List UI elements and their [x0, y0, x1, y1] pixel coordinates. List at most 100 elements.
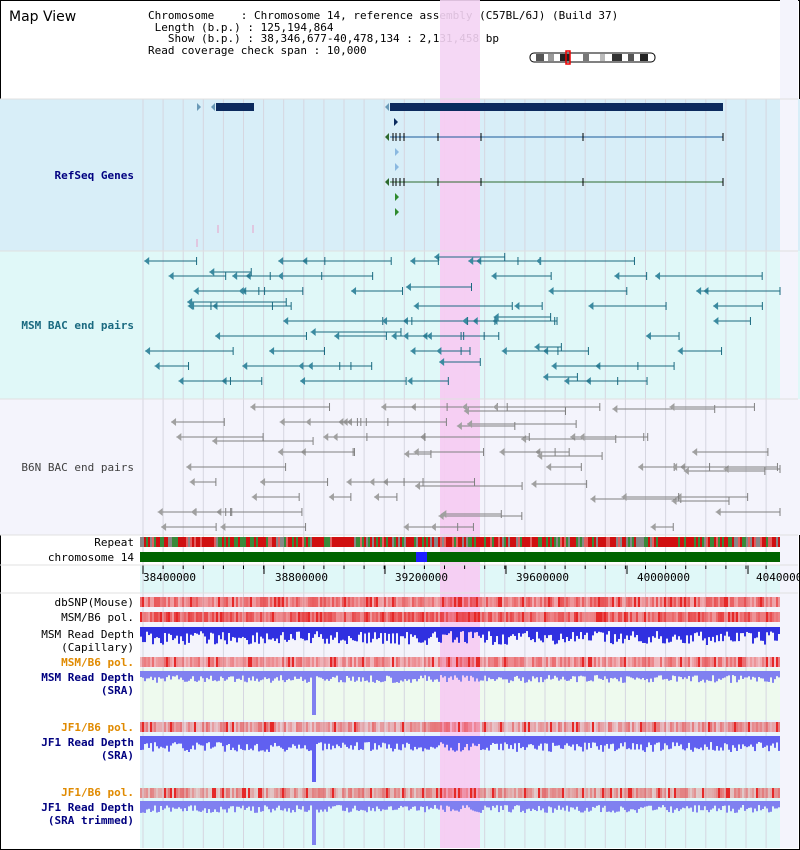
- polymorphism-cell: [300, 612, 302, 622]
- read-depth-bar: [724, 627, 726, 636]
- track-label-jf1-read-depth-trimmed[interactable]: JF1 Read Depth (SRA trimmed): [41, 801, 134, 827]
- read-depth-bar: [386, 801, 388, 810]
- polymorphism-cell: [408, 597, 410, 607]
- polymorphism-cell: [600, 722, 602, 732]
- read-depth-bar: [308, 801, 310, 811]
- read-depth-bar: [538, 736, 540, 746]
- repeat-segment: [410, 537, 412, 547]
- polymorphism-cell: [748, 657, 750, 667]
- polymorphism-cell: [472, 597, 474, 607]
- polymorphism-cell: [270, 657, 272, 667]
- read-depth-bar: [674, 736, 676, 747]
- right-margin: [780, 0, 798, 848]
- read-depth-bar: [496, 627, 498, 637]
- repeat-segment: [660, 537, 662, 547]
- polymorphism-cell: [528, 612, 530, 622]
- read-depth-bar: [364, 627, 366, 634]
- read-depth-bar: [568, 627, 570, 641]
- read-depth-bar: [176, 801, 178, 809]
- polymorphism-cell: [342, 657, 344, 667]
- read-depth-bar: [564, 801, 566, 811]
- polymorphism-cell: [378, 657, 380, 667]
- read-depth-bar: [190, 627, 192, 635]
- track-label-jf1-b6-pol[interactable]: JF1/B6 pol.: [61, 721, 134, 734]
- polymorphism-cell: [488, 612, 490, 622]
- track-label-jf1-read-depth-sra[interactable]: JF1 Read Depth (SRA): [41, 736, 134, 762]
- polymorphism-cell: [186, 612, 188, 622]
- track-label-msm-bac[interactable]: MSM BAC end pairs: [21, 319, 134, 332]
- polymorphism-cell: [258, 597, 260, 607]
- read-depth-bar: [752, 736, 754, 747]
- polymorphism-cell: [518, 657, 520, 667]
- read-depth-bar: [648, 736, 650, 743]
- polymorphism-cell: [762, 788, 764, 798]
- repeat-segment: [768, 537, 770, 547]
- polymorphism-cell: [310, 597, 312, 607]
- track-label-msm-read-depth-capillary[interactable]: MSM Read Depth (Capillary): [41, 628, 134, 654]
- repeat-segment: [516, 537, 518, 547]
- polymorphism-cell: [648, 612, 650, 622]
- polymorphism-cell: [222, 612, 224, 622]
- read-depth-bar: [226, 736, 228, 746]
- read-depth-bar: [270, 627, 272, 640]
- track-label-b6n-bac[interactable]: B6N BAC end pairs: [21, 461, 134, 474]
- read-depth-bar: [186, 736, 188, 751]
- read-depth-bar: [472, 801, 474, 811]
- track-label-refseq[interactable]: RefSeq Genes: [54, 169, 134, 182]
- read-depth-bar: [398, 627, 400, 645]
- track-label-msm-read-depth-sra[interactable]: MSM Read Depth (SRA): [41, 671, 134, 697]
- polymorphism-cell: [656, 722, 658, 732]
- read-depth-bar: [264, 801, 266, 806]
- repeat-segment: [222, 537, 224, 547]
- repeat-segment: [384, 537, 386, 547]
- track-label-jf1-b6-pol-trimmed[interactable]: JF1/B6 pol.: [61, 786, 134, 799]
- read-depth-bar: [380, 736, 382, 748]
- read-depth-bar: [532, 627, 534, 640]
- read-depth-bar: [146, 671, 148, 679]
- track-label-chromosome[interactable]: chromosome 14: [47, 551, 134, 564]
- read-depth-bar: [582, 627, 584, 640]
- read-depth-bar: [638, 671, 640, 679]
- read-depth-bar: [300, 801, 302, 810]
- track-label-msm-b6-pol[interactable]: MSM/B6 pol.: [61, 611, 134, 624]
- read-depth-bar: [710, 671, 712, 682]
- polymorphism-cell: [482, 612, 484, 622]
- polymorphism-cell: [658, 612, 660, 622]
- repeat-segment: [446, 537, 448, 547]
- read-depth-bar: [766, 736, 768, 746]
- read-depth-bar: [390, 671, 392, 678]
- polymorphism-cell: [666, 612, 668, 622]
- polymorphism-cell: [348, 657, 350, 667]
- read-depth-bar: [250, 627, 252, 644]
- polymorphism-cell: [436, 722, 438, 732]
- polymorphism-cell: [336, 657, 338, 667]
- polymorphism-cell: [738, 597, 740, 607]
- track-label-repeat[interactable]: Repeat: [94, 536, 134, 549]
- read-depth-bar: [258, 671, 260, 682]
- polymorphism-cell: [406, 722, 408, 732]
- repeat-segment: [574, 537, 576, 547]
- polymorphism-cell: [152, 612, 154, 622]
- polymorphism-cell: [512, 788, 514, 798]
- polymorphism-cell: [396, 788, 398, 798]
- polymorphism-cell: [304, 657, 306, 667]
- polymorphism-cell: [266, 722, 268, 732]
- read-depth-bar: [532, 801, 534, 809]
- polymorphism-cell: [396, 722, 398, 732]
- polymorphism-cell: [444, 722, 446, 732]
- track-label-msm-b6-pol-sra[interactable]: MSM/B6 pol.: [61, 656, 134, 669]
- read-depth-bar: [178, 801, 180, 808]
- read-depth-bar: [196, 736, 198, 743]
- read-depth-bar: [404, 736, 406, 748]
- polymorphism-cell: [770, 657, 772, 667]
- read-depth-bar: [266, 671, 268, 680]
- read-depth-bar: [730, 801, 732, 812]
- repeat-segment: [334, 537, 336, 547]
- polymorphism-cell: [624, 722, 626, 732]
- polymorphism-cell: [496, 612, 498, 622]
- polymorphism-cell: [648, 722, 650, 732]
- polymorphism-cell: [696, 657, 698, 667]
- track-label-dbsnp[interactable]: dbSNP(Mouse): [54, 596, 134, 609]
- polymorphism-cell: [280, 788, 282, 798]
